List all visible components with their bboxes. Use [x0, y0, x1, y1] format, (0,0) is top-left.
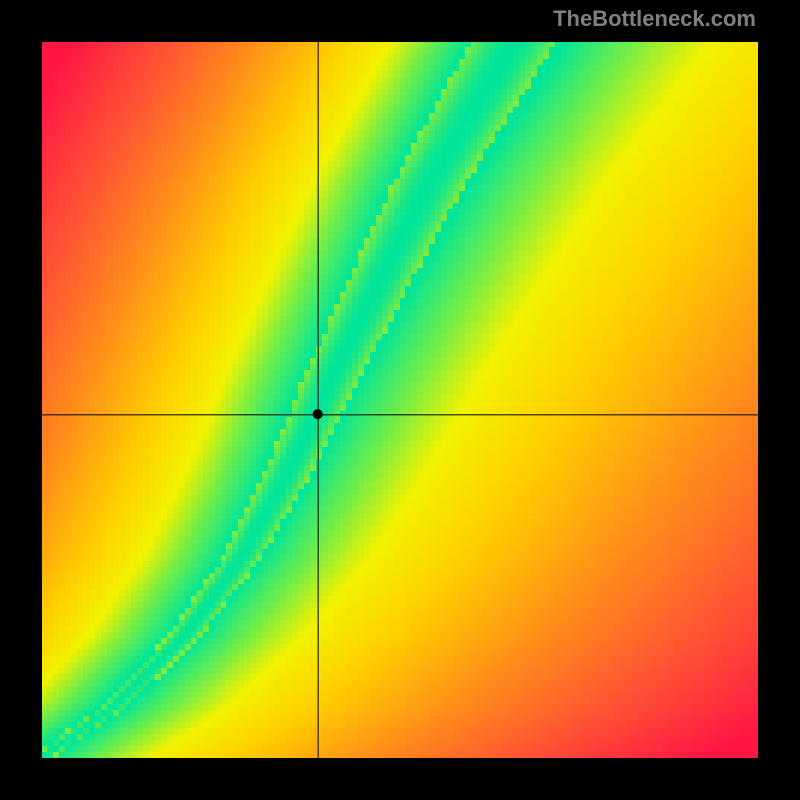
bottleneck-heatmap: [42, 42, 758, 758]
watermark-text: TheBottleneck.com: [553, 6, 756, 32]
chart-container: TheBottleneck.com: [0, 0, 800, 800]
